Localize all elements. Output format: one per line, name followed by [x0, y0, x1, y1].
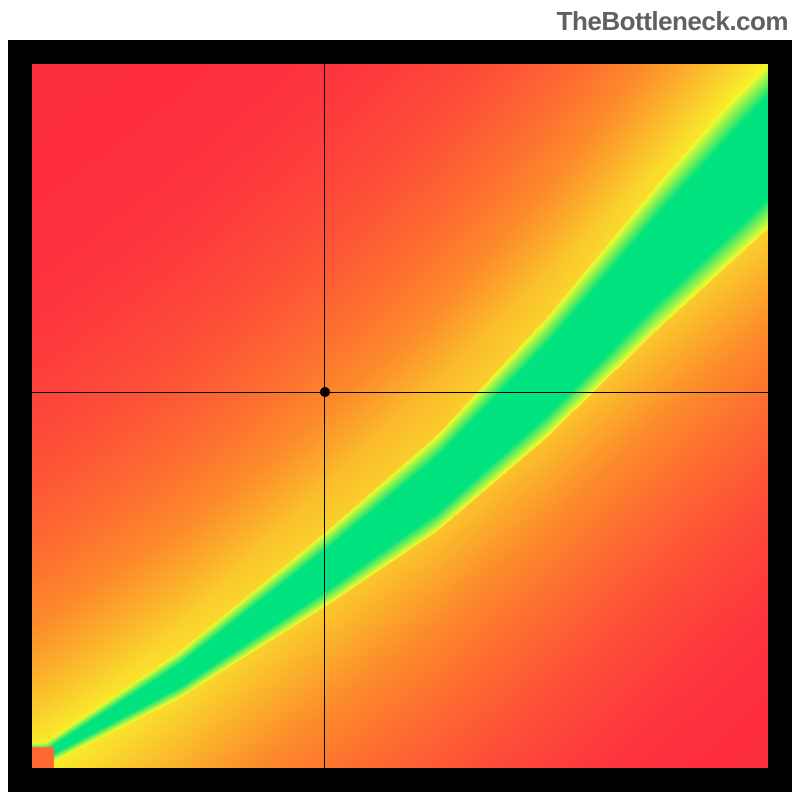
plot-frame — [8, 40, 792, 792]
watermark-text: TheBottleneck.com — [557, 6, 788, 37]
plot-area — [32, 64, 768, 768]
heatmap-canvas — [32, 64, 768, 768]
chart-container: TheBottleneck.com — [0, 0, 800, 800]
